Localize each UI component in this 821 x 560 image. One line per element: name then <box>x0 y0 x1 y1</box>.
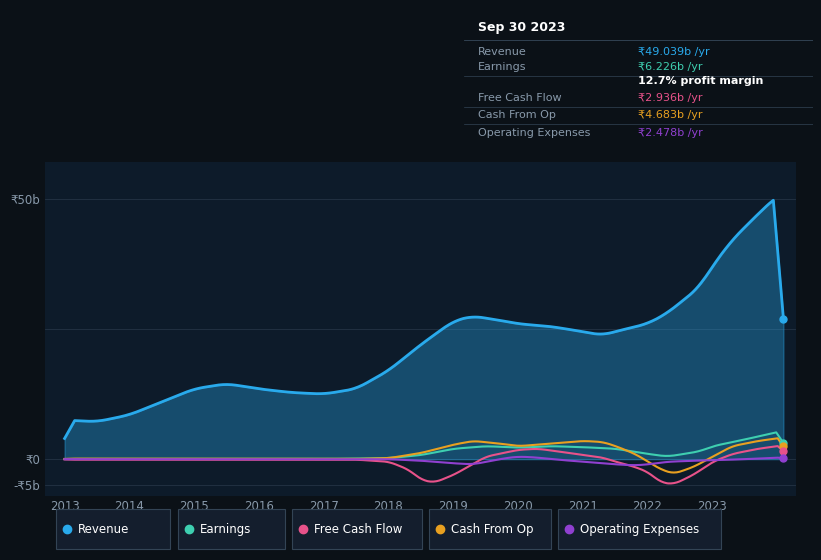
Text: ₹2.936b /yr: ₹2.936b /yr <box>639 92 703 102</box>
Text: Earnings: Earnings <box>200 522 251 536</box>
Text: 12.7% profit margin: 12.7% profit margin <box>639 76 764 86</box>
Text: Sep 30 2023: Sep 30 2023 <box>478 21 565 34</box>
Text: Revenue: Revenue <box>478 48 526 57</box>
Text: Earnings: Earnings <box>478 63 526 72</box>
Text: Free Cash Flow: Free Cash Flow <box>478 92 562 102</box>
FancyBboxPatch shape <box>56 509 171 549</box>
Text: Free Cash Flow: Free Cash Flow <box>314 522 403 536</box>
Text: ₹4.683b /yr: ₹4.683b /yr <box>639 110 703 120</box>
Text: Revenue: Revenue <box>78 522 130 536</box>
FancyBboxPatch shape <box>178 509 285 549</box>
Text: ₹6.226b /yr: ₹6.226b /yr <box>639 63 703 72</box>
Text: Operating Expenses: Operating Expenses <box>478 128 590 138</box>
FancyBboxPatch shape <box>429 509 551 549</box>
FancyBboxPatch shape <box>292 509 422 549</box>
Text: Operating Expenses: Operating Expenses <box>580 522 699 536</box>
FancyBboxPatch shape <box>558 509 721 549</box>
Text: Cash From Op: Cash From Op <box>452 522 534 536</box>
Text: ₹2.478b /yr: ₹2.478b /yr <box>639 128 703 138</box>
Text: Cash From Op: Cash From Op <box>478 110 556 120</box>
Text: ₹49.039b /yr: ₹49.039b /yr <box>639 48 710 57</box>
